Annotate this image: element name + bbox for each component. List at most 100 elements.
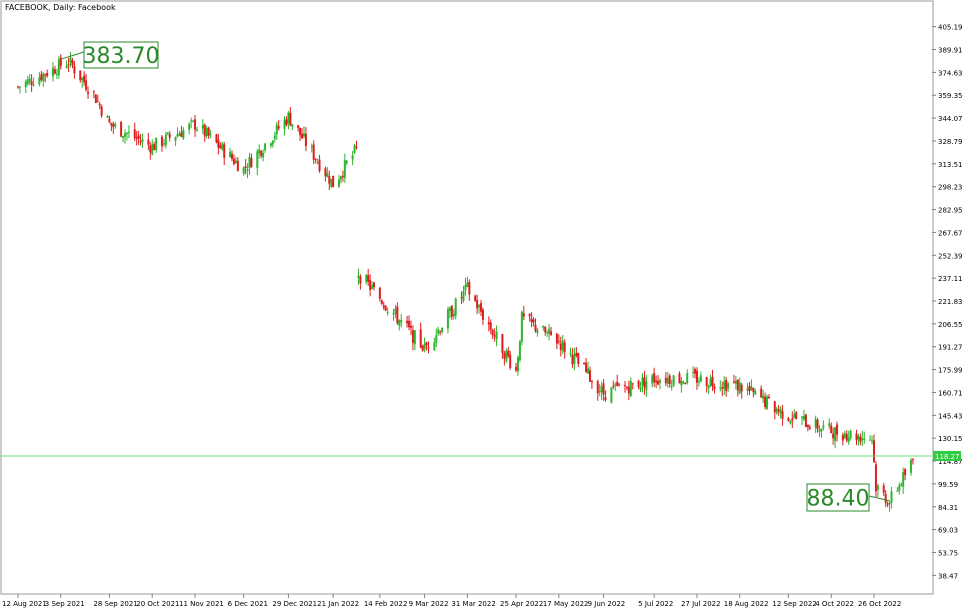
candle-body <box>38 77 41 85</box>
candle-body <box>857 435 860 440</box>
candle <box>587 361 590 374</box>
candle <box>365 273 368 285</box>
x-tick-label: 14 Feb 2022 <box>364 600 408 608</box>
candle <box>92 89 95 99</box>
candle <box>898 482 901 495</box>
candle-body <box>127 131 130 133</box>
candle-body <box>221 143 224 150</box>
candle <box>577 352 580 368</box>
candle <box>723 376 726 395</box>
candle-body <box>57 59 60 76</box>
candle <box>900 482 903 487</box>
candle-body <box>734 380 737 384</box>
candle <box>481 307 484 326</box>
candle-body <box>250 158 253 168</box>
candle-body <box>680 380 683 386</box>
candle <box>124 129 126 144</box>
candle <box>162 138 165 147</box>
candle <box>491 328 494 339</box>
candle-body <box>435 335 438 343</box>
candle <box>487 316 490 332</box>
candle <box>396 302 399 325</box>
candle <box>425 341 428 351</box>
candle-body <box>338 179 340 187</box>
callout-label: 383.70 <box>83 44 160 69</box>
candle-body <box>618 384 621 386</box>
x-tick-label: 12 Aug 2021 <box>2 600 47 608</box>
candle-body <box>721 387 724 389</box>
candle <box>332 175 335 188</box>
candle <box>452 308 455 320</box>
candle-body <box>625 386 628 388</box>
candle <box>651 373 654 388</box>
candle <box>863 431 866 444</box>
candle <box>341 170 344 182</box>
x-tick-label: 21 Jan 2022 <box>317 600 359 608</box>
candle <box>725 376 728 397</box>
candle-body <box>384 306 387 311</box>
candle-body <box>888 502 891 505</box>
candle <box>680 377 683 393</box>
candle-body <box>561 340 564 351</box>
candle <box>653 367 656 387</box>
candle-body <box>801 416 804 418</box>
candle <box>67 57 70 73</box>
candle <box>836 421 839 442</box>
candle-body <box>590 380 593 383</box>
candle-body <box>802 416 805 420</box>
candle <box>147 132 150 150</box>
candle <box>287 111 290 130</box>
candle <box>639 381 642 392</box>
candle <box>828 418 831 430</box>
candle-body <box>822 425 825 428</box>
candle <box>464 277 467 296</box>
candle-body <box>861 438 864 440</box>
candle <box>711 369 714 392</box>
candle-body <box>672 375 675 386</box>
candle <box>450 305 453 320</box>
candle <box>561 334 564 355</box>
candle <box>435 328 438 348</box>
candle <box>841 432 844 446</box>
candle <box>820 428 823 438</box>
candle <box>250 153 253 168</box>
candle <box>764 392 767 410</box>
candle <box>182 127 185 140</box>
candle-body <box>441 327 444 332</box>
candle-body <box>355 146 358 148</box>
candle-body <box>378 287 381 299</box>
x-tick-label: 29 Dec 2021 <box>272 600 317 608</box>
candle <box>258 144 261 159</box>
y-tick-label: 267.67 <box>938 229 963 237</box>
candle <box>808 424 811 431</box>
candle-body <box>507 350 510 357</box>
candle-body <box>304 133 307 147</box>
candle <box>530 312 533 328</box>
annotations-group: 118.27 383.70 88.40 <box>1 41 961 512</box>
candle <box>244 159 247 175</box>
candle <box>419 322 422 349</box>
candle-body <box>834 427 837 441</box>
candle <box>727 381 730 392</box>
candle-body <box>871 440 874 442</box>
candle-body <box>269 143 272 146</box>
candle <box>791 411 794 429</box>
candle-body <box>87 91 90 94</box>
candle-body <box>149 145 152 153</box>
candle-body <box>859 436 862 442</box>
candle-body <box>557 340 560 342</box>
candle-body <box>203 124 206 137</box>
y-tick-label: 298.23 <box>938 184 963 192</box>
candle-body <box>766 396 768 409</box>
candle-body <box>911 459 914 461</box>
candle <box>890 486 893 509</box>
candle-body <box>122 136 125 138</box>
candle <box>857 434 860 446</box>
candle-body <box>96 100 99 102</box>
candle <box>845 430 848 443</box>
candle-body <box>818 429 821 432</box>
candle <box>339 175 342 184</box>
y-tick-label: 374.63 <box>938 69 963 77</box>
candle <box>861 430 864 446</box>
candle <box>38 72 41 87</box>
